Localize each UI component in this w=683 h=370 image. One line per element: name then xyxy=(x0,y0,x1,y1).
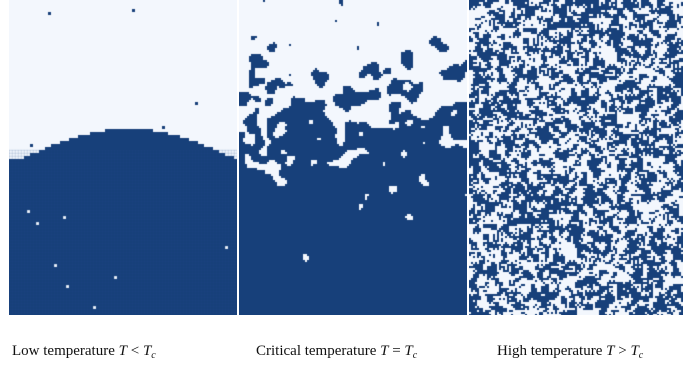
critical-temperature-lattice xyxy=(239,0,467,315)
caption-symbol: T xyxy=(606,343,615,359)
caption-relation: < xyxy=(126,343,143,359)
high-temperature-caption: High temperature T > Tc xyxy=(497,343,644,361)
low-temperature-spin-grid xyxy=(9,0,237,315)
low-temperature-caption: Low temperature T < Tc xyxy=(12,343,156,361)
caption-critical-symbol: T xyxy=(404,343,413,359)
caption-critical-symbol: T xyxy=(630,343,639,359)
caption-relation: = xyxy=(388,343,405,359)
caption-subscript: c xyxy=(638,350,644,361)
critical-temperature-caption: Critical temperature T = Tc xyxy=(256,343,418,361)
caption-critical-symbol: T xyxy=(142,343,152,359)
low-temperature-lattice xyxy=(9,0,237,315)
caption-label: Critical temperature xyxy=(256,343,381,359)
caption-subscript: c xyxy=(412,350,418,361)
high-temperature-lattice xyxy=(469,0,683,315)
caption-label: High temperature xyxy=(497,343,607,359)
caption-label: Low temperature xyxy=(12,343,119,359)
caption-subscript: c xyxy=(151,350,156,361)
high-temperature-spin-grid xyxy=(469,0,683,315)
critical-temperature-spin-grid xyxy=(239,0,467,315)
caption-symbol: T xyxy=(380,343,389,359)
caption-symbol: T xyxy=(118,343,127,359)
caption-relation: > xyxy=(614,343,631,359)
